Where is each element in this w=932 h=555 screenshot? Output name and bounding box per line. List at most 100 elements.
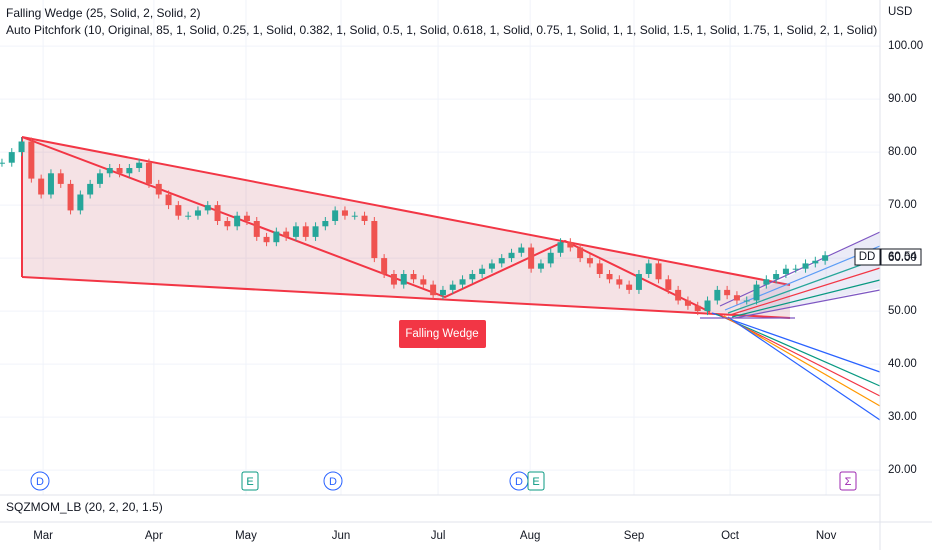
- candle: [312, 226, 319, 237]
- annotation: Falling Wedge: [405, 328, 478, 340]
- y-tick-label: 70.00: [888, 199, 917, 211]
- candle: [420, 279, 427, 285]
- candle: [155, 183, 162, 195]
- candle: [439, 289, 446, 296]
- candle: [214, 205, 221, 222]
- x-tick-label: Sep: [624, 530, 644, 542]
- candle: [469, 273, 476, 280]
- candle: [18, 141, 25, 153]
- candle: [145, 162, 152, 184]
- candle: [332, 210, 339, 222]
- y-tick-label: 40.00: [888, 358, 917, 370]
- candle: [283, 231, 290, 237]
- candle: [733, 295, 740, 301]
- candle: [430, 284, 437, 296]
- x-tick-label: Apr: [145, 530, 163, 542]
- x-tick-label: May: [235, 530, 257, 542]
- event-icon: [30, 471, 50, 491]
- candle: [136, 162, 143, 169]
- candle: [743, 300, 750, 302]
- candle: [273, 231, 280, 243]
- candle: [292, 226, 299, 237]
- x-tick-label: Jul: [431, 530, 446, 542]
- candle: [253, 221, 260, 237]
- event-icon: [241, 471, 259, 491]
- indicator-label: SQZMOM_LB (20, 2, 20, 1.5): [6, 500, 163, 514]
- x-tick-label: Nov: [816, 530, 837, 542]
- candle: [185, 215, 192, 217]
- pitchfork-lines: [700, 231, 881, 421]
- candle: [224, 221, 231, 227]
- candle: [96, 173, 103, 184]
- annotation-box: [399, 320, 486, 348]
- y-tick-label: 20.00: [888, 464, 917, 476]
- candle: [341, 210, 348, 216]
- candle: [194, 210, 201, 216]
- symbol-box: [854, 248, 881, 266]
- candle: [175, 205, 182, 216]
- candle: [675, 289, 682, 301]
- candle: [0, 162, 5, 164]
- candle: [479, 268, 486, 274]
- candle: [714, 289, 721, 301]
- event-icon: [839, 471, 857, 491]
- x-tick-label: Aug: [520, 530, 540, 542]
- candle: [822, 255, 829, 261]
- candle: [87, 183, 94, 195]
- candle: [665, 279, 672, 290]
- candle: [459, 279, 466, 285]
- event-label: D: [36, 476, 44, 488]
- y-tick-label: 50.00: [888, 305, 917, 317]
- candle: [528, 247, 535, 269]
- price-box: [880, 248, 922, 266]
- last-price: 60.54: [888, 251, 917, 263]
- candle: [508, 252, 515, 259]
- candle: [488, 263, 495, 269]
- y-tick-label: 100.00: [888, 40, 923, 52]
- candle: [47, 173, 54, 195]
- candle: [773, 273, 780, 280]
- candle: [694, 305, 701, 312]
- candle: [57, 173, 64, 184]
- candle: [126, 168, 133, 174]
- candle: [400, 273, 407, 285]
- event-icon: [323, 471, 343, 491]
- x-tick-label: Jun: [332, 530, 351, 542]
- event-label: Σ: [845, 476, 852, 488]
- x-tick-label: Oct: [721, 530, 740, 542]
- event-label: E: [532, 476, 539, 488]
- candle: [322, 221, 329, 227]
- candle: [302, 226, 309, 237]
- legend-line: Auto Pitchfork (10, Original, 85, 1, Sol…: [6, 23, 877, 37]
- candle: [116, 168, 123, 174]
- candle: [616, 279, 623, 285]
- y-tick-label: 80.00: [888, 146, 917, 158]
- candle: [606, 273, 613, 280]
- x-tick-label: Mar: [33, 530, 53, 542]
- event-label: D: [329, 476, 337, 488]
- candle: [645, 263, 652, 274]
- candle: [449, 284, 456, 290]
- candle: [557, 242, 564, 253]
- candle: [753, 284, 760, 301]
- candle: [38, 178, 45, 195]
- candle: [28, 141, 35, 179]
- legend-line: Falling Wedge (25, Solid, 2, Solid, 2): [6, 6, 201, 20]
- event-label: D: [515, 476, 523, 488]
- candle: [8, 152, 15, 163]
- y-tick-label: 30.00: [888, 411, 917, 423]
- candle: [704, 300, 711, 312]
- event-label: E: [246, 476, 253, 488]
- candle: [537, 263, 544, 269]
- candle: [351, 215, 358, 217]
- candle: [586, 258, 593, 264]
- candle: [635, 273, 642, 290]
- candle: [596, 263, 603, 274]
- candle: [763, 279, 770, 285]
- candle: [782, 268, 789, 274]
- candle: [371, 221, 378, 259]
- candle: [381, 258, 388, 274]
- symbol: DD: [859, 251, 876, 263]
- candle: [498, 258, 505, 264]
